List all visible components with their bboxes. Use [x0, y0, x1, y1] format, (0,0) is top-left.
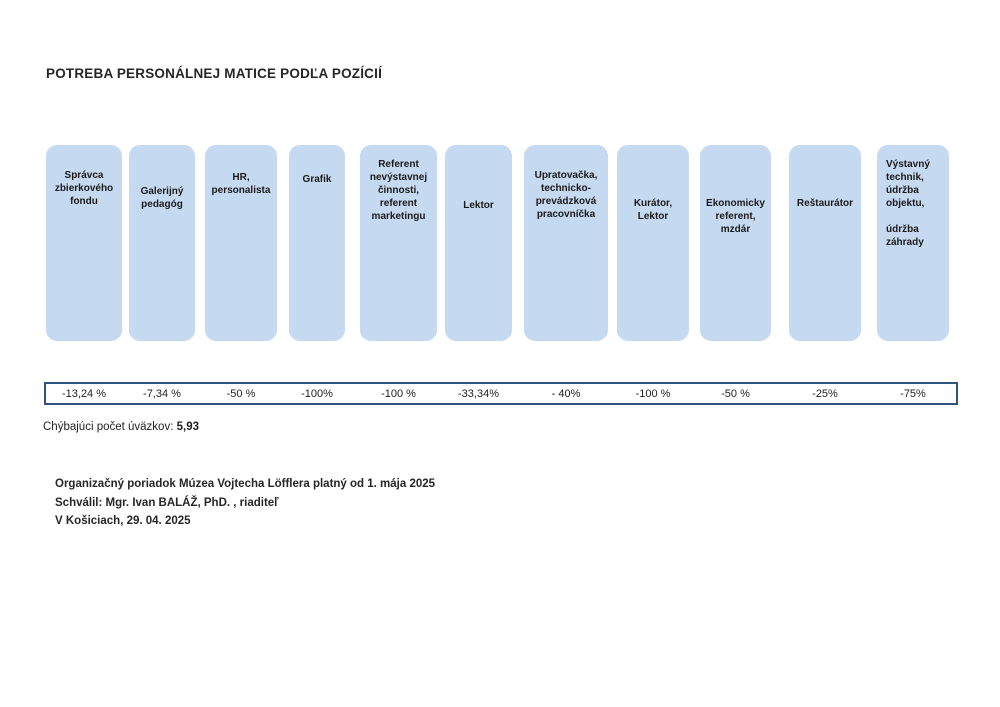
missing-fte-summary: Chýbajúci počet úväzkov: 5,93 — [43, 421, 199, 433]
position-delta: -50 % — [721, 388, 750, 400]
position-delta: -75% — [900, 388, 926, 400]
position-label: Galerijný pedagóg — [140, 186, 184, 210]
position-delta: - 40% — [551, 388, 581, 400]
position-box-kurator-lektor: Kurátor, Lektor — [617, 145, 689, 341]
position-box-upratovacka: Upratovačka, technicko- prevádzková prac… — [524, 145, 608, 341]
position-box-grafik: Grafik — [289, 145, 345, 341]
delta-row-border — [44, 382, 958, 405]
position-delta: -100% — [301, 388, 333, 400]
page-title: POTREBA PERSONÁLNEJ MATICE PODĽA POZÍCIÍ — [46, 66, 383, 81]
position-label: Výstavný technik, údržba objektu, údržba… — [886, 159, 930, 248]
position-delta: -7,34 % — [143, 388, 181, 400]
position-delta: -25% — [812, 388, 838, 400]
position-box-spravca: Správca zbierkového fondu — [46, 145, 122, 341]
position-box-ekonomicky-referent: Ekonomicky referent, mzdár — [700, 145, 771, 341]
position-box-galerijny-pedagog: Galerijný pedagóg — [129, 145, 195, 341]
position-label: Reštaurátor — [796, 198, 854, 209]
position-label: HR, personalista — [211, 172, 271, 196]
footer-line-1: Organizačný poriadok Múzea Vojtecha Löff… — [55, 478, 436, 490]
position-label: Kurátor, Lektor — [633, 198, 673, 222]
position-delta: -100 % — [381, 388, 416, 400]
footer-line-3: V Košiciach, 29. 04. 2025 — [55, 515, 191, 527]
position-label: Referent nevýstavnej činnosti, referent … — [369, 159, 428, 222]
position-label: Správca zbierkového fondu — [54, 170, 114, 207]
summary-value: 5,93 — [176, 421, 199, 433]
position-delta: -13,24 % — [61, 388, 107, 400]
position-label: Ekonomicky referent, mzdár — [706, 198, 765, 235]
footer-line-2: Schválil: Mgr. Ivan BALÁŽ, PhD. , riadit… — [55, 496, 279, 509]
position-label: Lektor — [463, 200, 494, 211]
position-delta: -33,34% — [458, 388, 499, 400]
summary-label: Chýbajúci počet úväzkov: — [43, 421, 174, 433]
position-delta: -100 % — [635, 388, 671, 400]
position-box-vystavny-technik: Výstavný technik, údržba objektu, údržba… — [877, 145, 949, 341]
position-box-hr-personalista: HR, personalista — [205, 145, 277, 341]
position-label: Upratovačka, technicko- prevádzková prac… — [534, 170, 598, 220]
position-delta: -50 % — [226, 388, 256, 400]
position-box-lektor: Lektor — [445, 145, 512, 341]
position-box-referent-marketingu: Referent nevýstavnej činnosti, referent … — [360, 145, 437, 341]
position-box-restaurator: Reštaurátor — [789, 145, 861, 341]
position-label: Grafik — [302, 174, 332, 185]
document-footer: Organizačný poriadok Múzea Vojtecha Löff… — [55, 475, 435, 531]
